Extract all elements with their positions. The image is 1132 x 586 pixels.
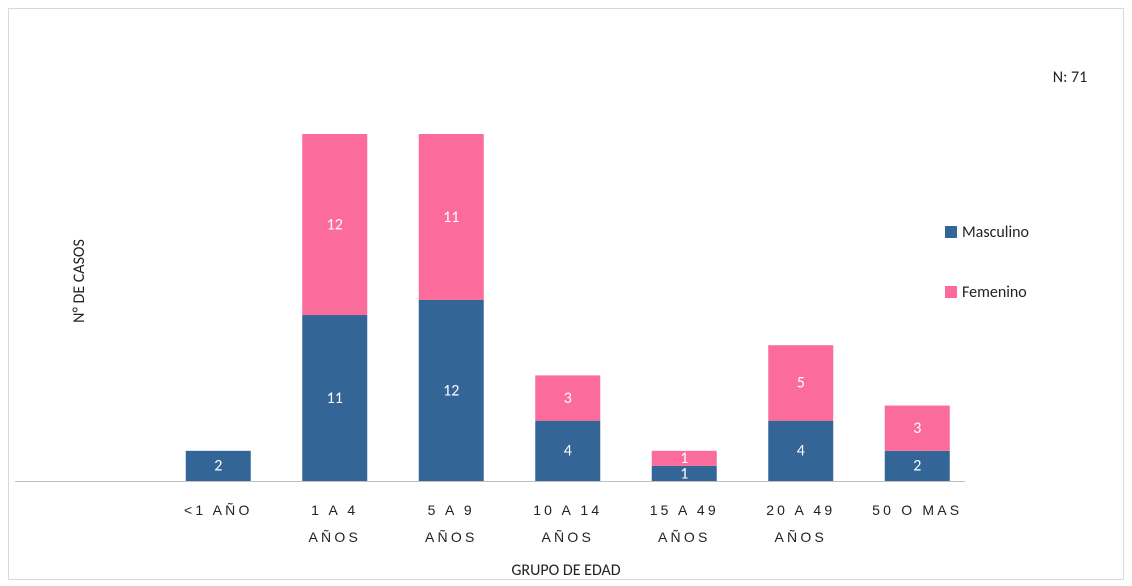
bar-segment [302,315,368,481]
data-label: 11 [443,208,459,227]
bar-segment [418,299,484,481]
data-label: 1 [680,449,688,468]
legend-swatch [945,226,957,238]
bar-segment [768,345,834,421]
bar-segment [418,134,484,300]
bar-segment [651,465,717,481]
x-tick-label: 10 A 14 AÑOS [533,502,603,545]
x-axis-title: GRUPO DE EDAD [511,561,620,580]
x-tick-label: 1 A 4 AÑOS [308,502,361,545]
x-tick-label: 15 A 49 AÑOS [649,502,719,545]
x-tick-label: 20 A 49 AÑOS [766,502,836,545]
y-axis-title: N° DE CASOS [70,239,89,323]
bar-segment [535,375,601,421]
chart-border [8,8,1124,580]
data-label: 1 [680,464,688,483]
data-label: 3 [564,389,572,408]
data-label: 12 [443,381,459,400]
bar-segment [185,450,251,481]
data-label: 12 [327,215,343,234]
bar-segment [651,450,717,466]
legend-label: Femenino [962,283,1027,302]
data-label: 5 [797,374,805,393]
bar-segment [535,420,601,481]
data-label: 2 [214,457,222,476]
legend-label: Masculino [962,223,1029,242]
data-label: 4 [564,442,572,461]
x-tick-label: <1 AÑO [183,502,253,518]
data-label: 3 [913,419,921,438]
x-tick-label: 5 A 9 AÑOS [425,502,478,545]
x-tick-label: 50 O MAS [872,502,963,518]
bar-segment [302,134,368,316]
bar-segment [768,420,834,481]
data-label: 11 [327,389,343,408]
data-label: 2 [913,457,921,476]
bar-segment [884,450,950,481]
legend-swatch [945,286,957,298]
bar-segment [884,405,950,451]
annotation: N: 71 [1053,68,1087,87]
data-label: 4 [797,442,805,461]
